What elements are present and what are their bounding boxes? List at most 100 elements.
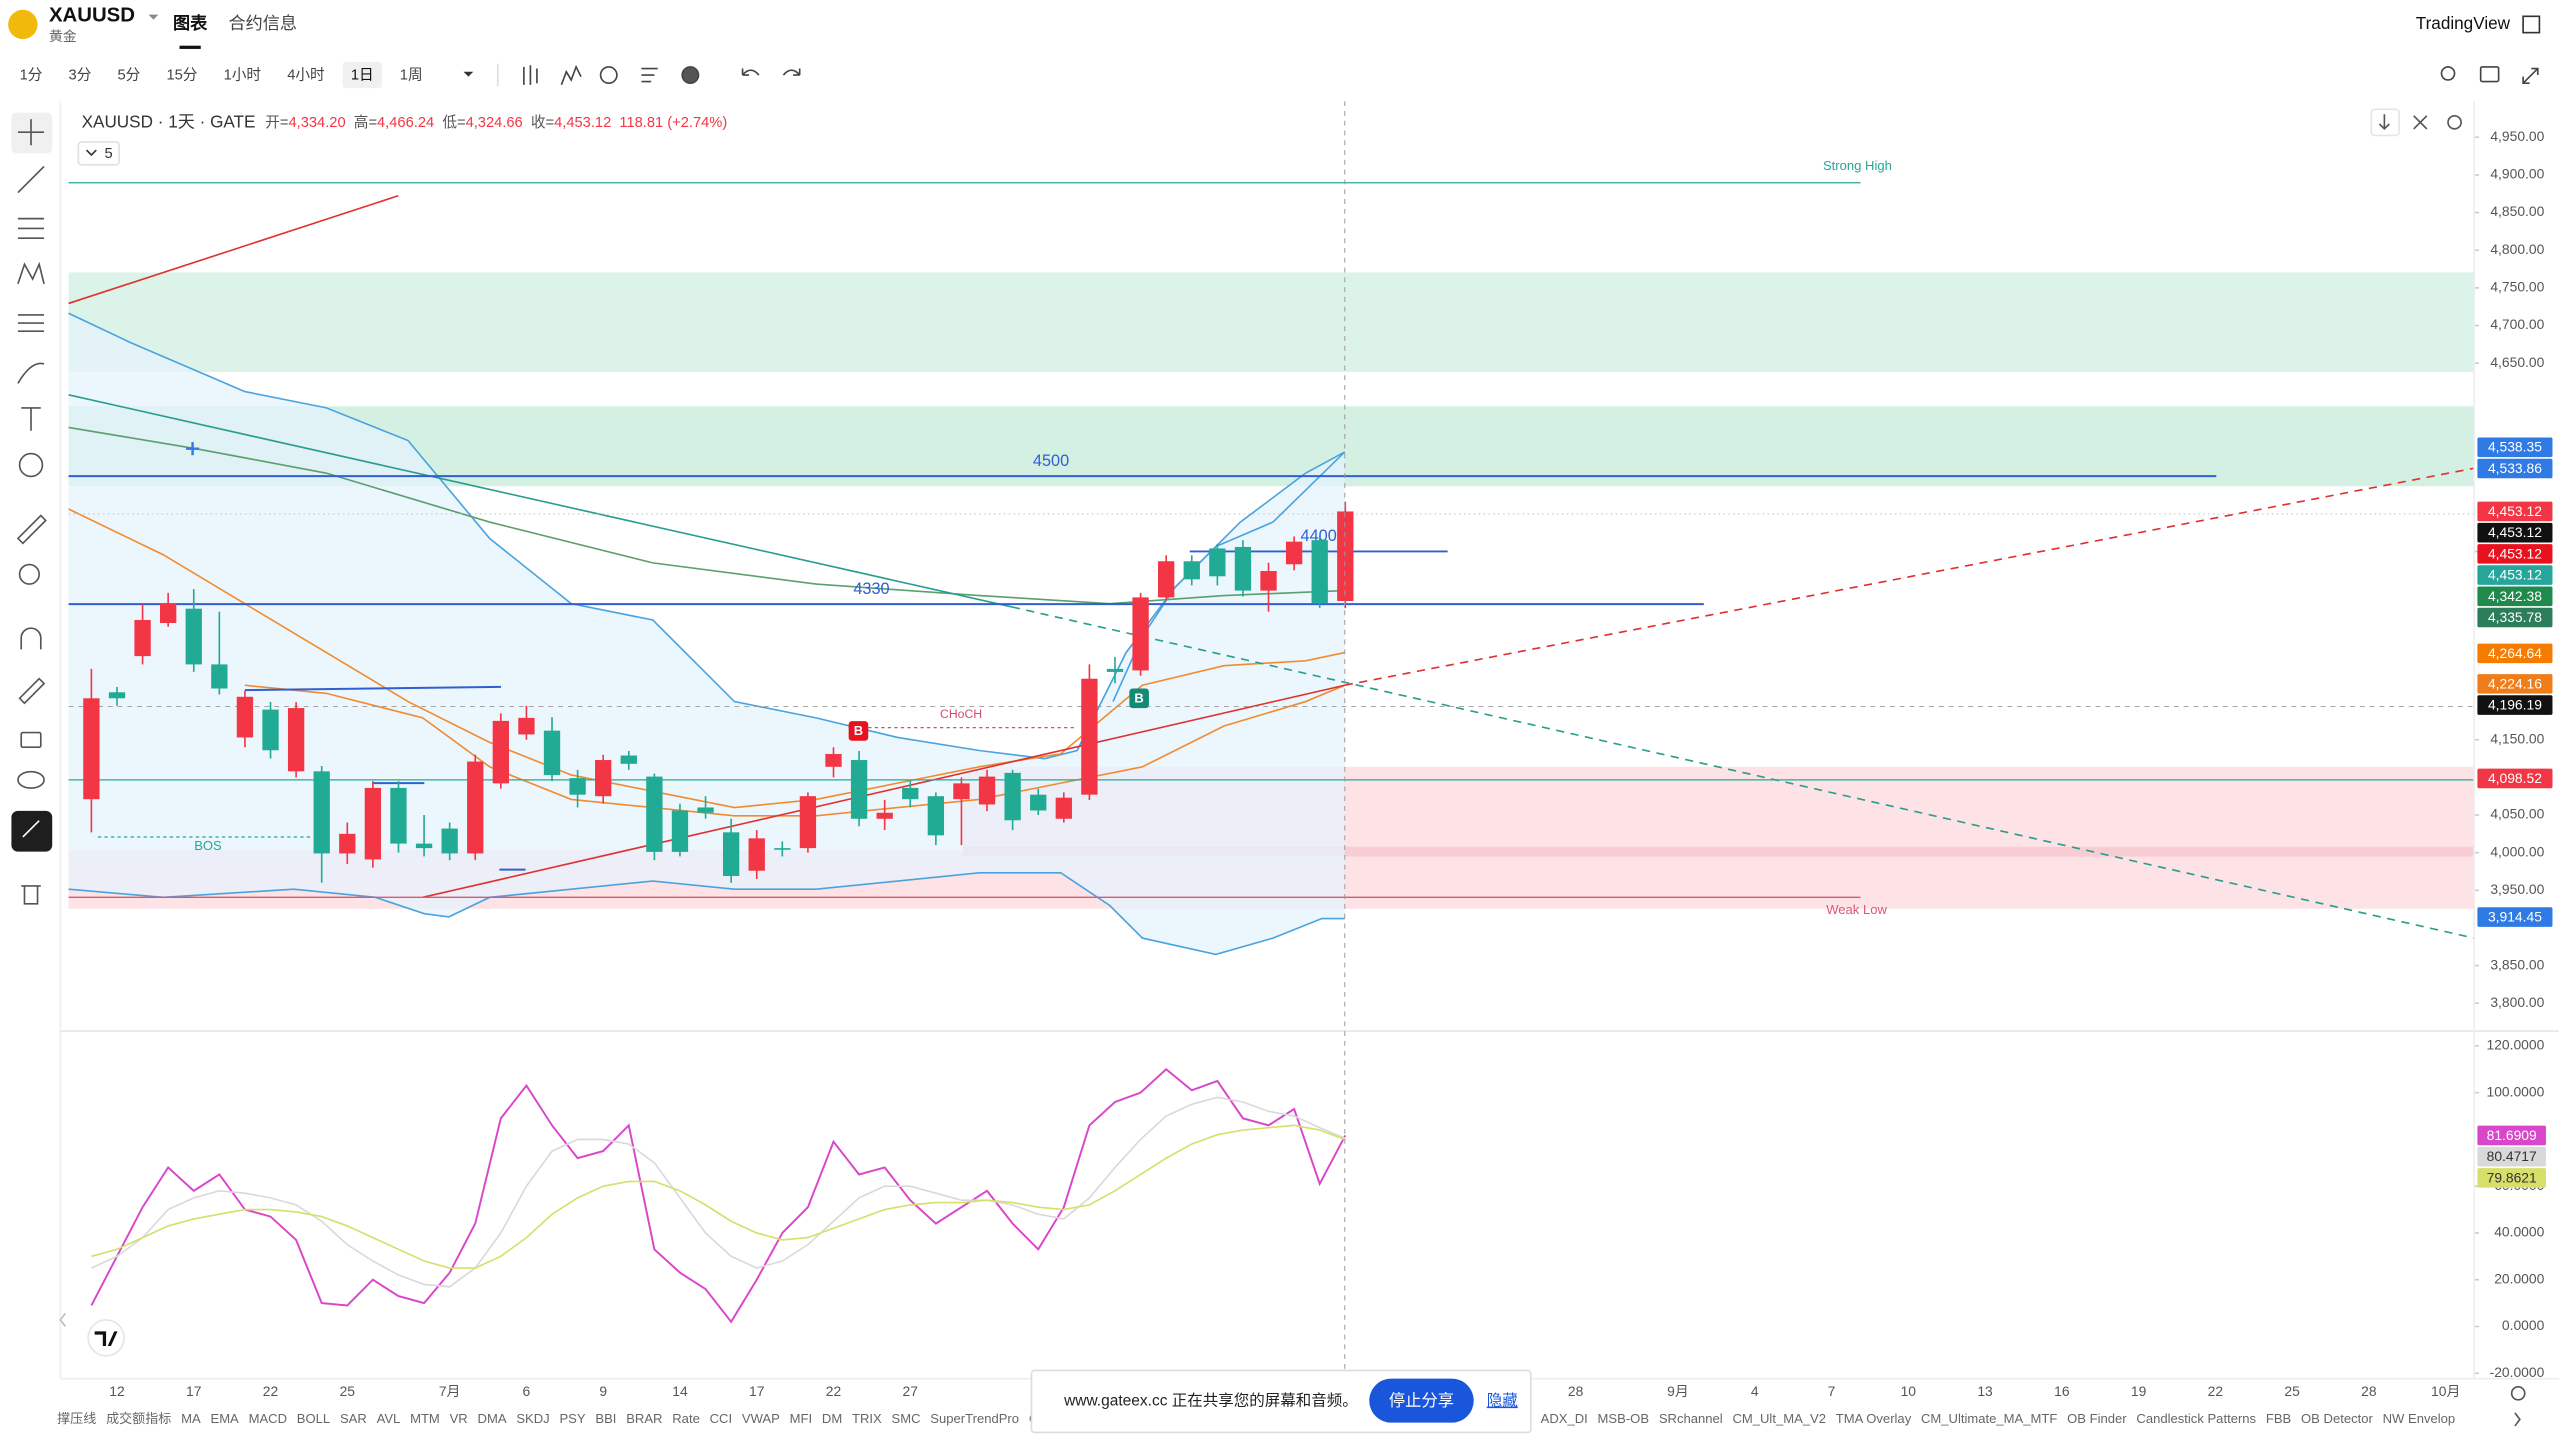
lock-draw-tool[interactable] <box>18 677 46 705</box>
emoji-tool[interactable] <box>18 452 44 478</box>
indicator-tab[interactable]: NW Envelop <box>2383 1411 2456 1426</box>
indicator-tab[interactable]: CM_Ultimate_MA_MTF <box>1921 1411 2057 1426</box>
indicator-tab[interactable]: ADX_DI <box>1541 1411 1588 1426</box>
ruler-tool[interactable] <box>16 514 47 545</box>
indicator-tab[interactable]: MACD <box>249 1411 287 1426</box>
annotation: CHoCH <box>940 707 982 721</box>
snapshot-icon[interactable] <box>2479 66 2500 83</box>
trendline-tool[interactable] <box>17 165 45 194</box>
timeframe[interactable]: 1小时 <box>224 67 262 84</box>
forecast-tool[interactable] <box>17 314 45 333</box>
indicator-tab[interactable]: DMA <box>478 1411 507 1426</box>
timeframe[interactable]: 1日 <box>351 68 374 84</box>
indicator-tab[interactable]: SMC <box>892 1411 921 1426</box>
indicator-tab[interactable]: CCI <box>710 1411 732 1426</box>
indicator-tab[interactable]: OB Detector <box>2301 1411 2373 1426</box>
indicator-tab[interactable]: TRIX <box>852 1411 882 1426</box>
timeframe-dropdown[interactable] <box>463 71 474 77</box>
reset-icon[interactable] <box>2447 115 2462 130</box>
crosshair-tool[interactable] <box>17 119 45 146</box>
candle-body <box>1285 541 1303 565</box>
indicator-tab[interactable]: EMA <box>211 1411 240 1426</box>
fullscreen-toggle[interactable] <box>2522 15 2541 34</box>
indicator-tab[interactable]: SRchannel <box>1659 1411 1723 1426</box>
symbol-dropdown[interactable] <box>148 14 159 20</box>
template-icon[interactable] <box>641 67 658 83</box>
zoom-tool[interactable] <box>18 563 40 585</box>
candle-body <box>876 812 893 819</box>
redo-icon[interactable] <box>782 68 801 76</box>
indicator-tab[interactable]: MFI <box>790 1411 812 1426</box>
logo-mark <box>94 1331 118 1347</box>
timeframe[interactable]: 1周 <box>400 67 423 84</box>
value-label-bg <box>2477 1146 2546 1167</box>
indicator-tab[interactable]: OB Finder <box>2067 1411 2127 1426</box>
expand-icon[interactable] <box>2522 67 2539 85</box>
symbol[interactable]: XAUUSD <box>49 5 135 27</box>
chart-buttons <box>2370 108 2462 137</box>
indicator-tab[interactable]: DM <box>822 1411 842 1426</box>
text-tool[interactable] <box>21 407 41 431</box>
magnet-tool[interactable] <box>20 627 42 650</box>
indicator-tab[interactable]: MA <box>181 1411 201 1426</box>
indicator-tab[interactable]: FBB <box>2266 1411 2292 1426</box>
add-icon[interactable] <box>681 66 700 85</box>
indicator-tab[interactable]: BBI <box>595 1411 616 1426</box>
pattern-tool[interactable] <box>17 261 45 285</box>
close-icon[interactable] <box>2413 115 2428 130</box>
indicator-tab[interactable]: PSY <box>559 1411 585 1426</box>
timeframe[interactable]: 5分 <box>118 67 141 84</box>
indicator-tab[interactable]: Rate <box>672 1411 700 1426</box>
tab[interactable]: 图表 <box>173 13 208 33</box>
settings-icon[interactable] <box>2510 1385 2526 1401</box>
undo-icon[interactable] <box>741 68 760 76</box>
indicator-tab[interactable]: BOLL <box>297 1411 330 1426</box>
timeframe[interactable]: 3分 <box>69 67 92 84</box>
price-label: 4,453.12 <box>2488 524 2542 540</box>
indicator-tab[interactable]: Candlestick Patterns <box>2136 1411 2256 1426</box>
visibility-tool[interactable] <box>17 770 45 789</box>
legend: 5 XAUUSD · 1天 · GATE 开= 4,334.20 高= 4,466.24… <box>77 112 727 166</box>
timeframe[interactable]: 15分 <box>166 67 197 84</box>
indicator-tab[interactable]: VWAP <box>742 1411 780 1426</box>
lock-tool[interactable] <box>20 731 42 749</box>
indicator-tab[interactable]: TMA Overlay <box>1836 1411 1912 1426</box>
y-tick-label: 4,800.00 <box>2490 241 2544 257</box>
button[interactable] <box>2370 108 2400 137</box>
chart-type-icon[interactable] <box>523 65 538 85</box>
search-icon[interactable] <box>2440 66 2456 81</box>
replay-icon[interactable] <box>599 66 618 85</box>
brush-tool[interactable] <box>17 362 45 384</box>
stop-share-button[interactable] <box>1369 1378 1474 1423</box>
link-tool-active[interactable] <box>11 810 53 852</box>
legend-value: 4,453.12 <box>554 115 611 131</box>
hide-link[interactable]: 隐藏 <box>1487 1392 1518 1410</box>
timeframe[interactable]: 4小时 <box>287 67 325 84</box>
indicator-tab[interactable]: 撑压线 <box>57 1411 96 1426</box>
indicator-icon[interactable] <box>560 64 582 86</box>
indicator-tab[interactable]: AVL <box>377 1411 401 1426</box>
indicator-tab[interactable]: SuperTrendPro <box>930 1411 1019 1426</box>
candle-body <box>211 664 228 689</box>
trend-line <box>68 394 1013 608</box>
indicator-tab[interactable]: SAR <box>340 1411 367 1426</box>
candle-body <box>364 787 382 860</box>
indicator-tab[interactable]: VR <box>450 1411 468 1426</box>
indicator-tab[interactable]: 成交额指标 <box>106 1411 171 1426</box>
indicator-tab[interactable]: MTM <box>410 1411 440 1426</box>
range-line <box>244 685 502 692</box>
scroll-right[interactable] <box>2514 1412 2521 1427</box>
indicator-tab[interactable]: SKDJ <box>516 1411 549 1426</box>
candle-body <box>467 761 484 854</box>
candle-body <box>83 698 100 800</box>
tab[interactable]: 合约信息 <box>228 13 297 33</box>
indicator-tab[interactable]: BRAR <box>626 1411 662 1426</box>
fib-tool[interactable] <box>17 217 45 240</box>
scroll-left[interactable] <box>59 1312 66 1327</box>
indicator-tab[interactable]: CM_Ult_MA_V2 <box>1732 1411 1826 1426</box>
indicator-tab[interactable]: MSB-OB <box>1598 1411 1650 1426</box>
timeframe[interactable]: 1分 <box>20 67 43 84</box>
legend-collapse[interactable] <box>77 141 120 166</box>
delete-tool[interactable] <box>21 885 41 905</box>
candle-body <box>825 754 842 767</box>
